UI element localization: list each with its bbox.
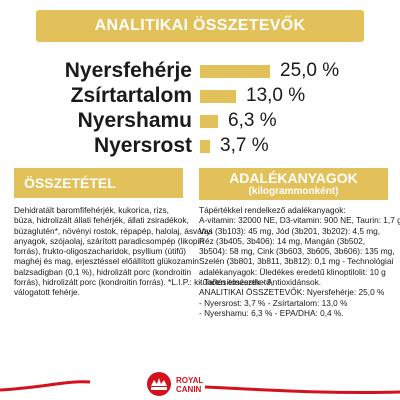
additives-line: - Nyersrost: 3,7 % - Zsírtartalom: 13,0 … [199, 297, 348, 308]
additives-line: adalékanyagok: Üledékes eredetű klinopti… [199, 266, 386, 277]
analytical-title-banner: ANALITIKAI ÖSSZETEVŐK [36, 10, 364, 42]
svg-text:CANIN: CANIN [176, 385, 202, 394]
nutrient-label: Zsírtartalom [70, 84, 192, 107]
additives-title: ADALÉKANYAGOK [229, 170, 358, 186]
additives-line: - Tartósítószerek - Antioxidánsok. [199, 277, 322, 288]
additives-line: A-vitamin: 32000 NE, D3-vitamin: 900 NE,… [199, 215, 400, 226]
nutrient-row-fat: Zsírtartalom 13,0 % [0, 83, 400, 109]
composition-line: búza, hidrolizált állati fehérjék, állat… [14, 215, 189, 226]
additives-line: Vas (3b103): 45 mg, Jód (3b201, 3b202): … [199, 225, 381, 236]
nutrient-bar [200, 90, 236, 103]
nutrient-value: 6,3 % [228, 110, 277, 131]
composition-title: ÖSSZETÉTEL [24, 175, 116, 191]
nutrient-row-fibre: Nyersrost 3,7 % [0, 133, 400, 159]
nutrient-bar [200, 140, 210, 153]
additives-header: ADALÉKANYAGOK (kilogrammonként) [199, 168, 388, 200]
composition-line: forrás), hidrolizált porc (kondroitin fo… [14, 277, 274, 288]
additives-subtitle: (kilogrammonként) [248, 186, 339, 197]
nutrient-label: Nyersfehérje [64, 59, 192, 82]
composition-line: Dehidratált baromfifehérjék, kukorica, r… [14, 205, 169, 215]
composition-text: Dehidratált baromfifehérjék, kukorica, r… [14, 205, 274, 298]
additives-line: Réz (3b405, 3b406): 14 mg, Mangán (3b502… [199, 235, 366, 246]
additives-line: ANALITIKAI ÖSSZETEVŐK: Nyersfehérje: 25,… [199, 287, 385, 298]
additives-text: Tápértékkel rendelkező adalékanyagok: A-… [199, 205, 400, 318]
composition-line: anyagok, szójaolaj, szárított paradicsom… [14, 235, 205, 246]
composition-line: maghéj és mag, erjesztéssel előállított … [14, 256, 199, 267]
composition-line: balzsadigban (0,1 %), hidrolizált porc (… [14, 266, 192, 277]
svg-text:ROYAL: ROYAL [176, 376, 203, 385]
additives-line: 3b504): 58 mg, Cink (3b603, 3b605, 3b606… [199, 246, 395, 257]
nutrient-value: 13,0 % [246, 85, 306, 106]
nutrient-row-ash: Nyershamu 6,3 % [0, 108, 400, 134]
additives-line: - Nyershamu: 6,3 % - EPA/DHA: 0,4 %. [199, 307, 344, 318]
composition-line: válogatott fehérje. [14, 287, 80, 298]
nutrient-bar [200, 115, 218, 128]
composition-line: búzaglutén*, növényi rostok, répapép, ha… [14, 225, 213, 236]
additives-line: Szelén (3b801, 3b811, 3b812): 0,1 mg - T… [199, 256, 394, 267]
additives-line: Tápértékkel rendelkező adalékanyagok: [199, 205, 346, 215]
composition-line: forrás), frukto-oligoszacharidok, psylli… [14, 246, 186, 257]
nutrient-label: Nyersrost [93, 134, 192, 157]
nutrient-value: 25,0 % [280, 60, 340, 81]
nutrient-row-protein: Nyersfehérje 25,0 % [0, 58, 400, 84]
composition-header: ÖSSZETÉTEL [14, 168, 183, 198]
royal-canin-logo: ROYAL CANIN [0, 372, 400, 396]
nutrient-label: Nyershamu [77, 109, 192, 132]
nutrient-value: 3,7 % [220, 135, 269, 156]
nutrient-bar [200, 65, 270, 78]
analytical-title: ANALITIKAI ÖSSZETEVŐK [94, 17, 306, 34]
